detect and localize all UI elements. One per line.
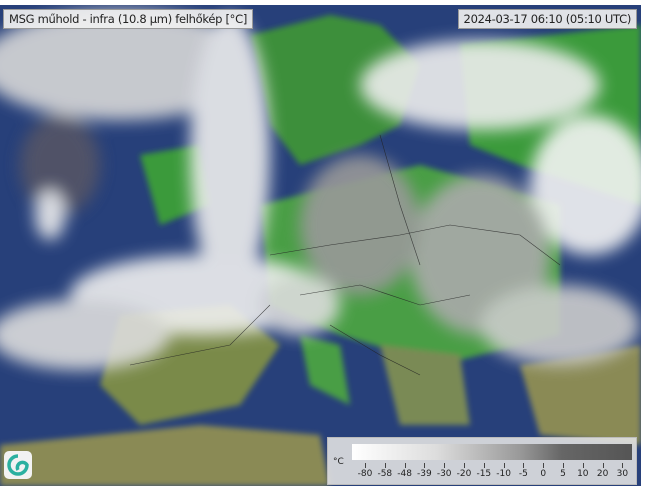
legend-tick <box>365 463 366 468</box>
legend-tick-label: -30 <box>436 469 452 479</box>
legend-tick <box>424 463 426 468</box>
legend-tick <box>563 463 564 468</box>
legend-tick <box>543 463 545 468</box>
legend-tick-label: -10 <box>496 469 511 479</box>
legend-tick <box>602 463 604 468</box>
legend-tick-label: 0 <box>540 469 547 479</box>
legend-tick <box>582 463 584 468</box>
legend-tick-label: -5 <box>518 469 528 479</box>
legend-tick-label: -80 <box>357 469 373 479</box>
legend-tick-label: -15 <box>476 469 492 479</box>
swirl-logo-icon <box>4 451 32 479</box>
timestamp: 2024-03-17 06:10 (05:10 UTC) <box>457 9 637 29</box>
satellite-map <box>0 5 641 486</box>
legend-tick-label: -39 <box>417 469 432 479</box>
map-title: MSG műhold - infra (10.8 µm) felhőkép [°… <box>3 9 254 29</box>
legend-tick <box>523 463 525 468</box>
legend-tick <box>444 463 446 468</box>
color-scale-bar <box>352 444 632 460</box>
legend-tick-label: -20 <box>456 469 472 479</box>
map-image <box>0 10 641 486</box>
legend-tick-label: -48 <box>397 469 412 479</box>
legend-tick <box>384 463 386 468</box>
legend-tick-label: 10 <box>577 469 589 479</box>
legend-unit: °C <box>333 457 344 467</box>
legend-tick-label: 20 <box>596 469 609 479</box>
legend-tick <box>483 463 485 468</box>
legend-tick <box>404 463 406 468</box>
temperature-legend: °C -80 -58 -48 -39 -30 -20 -15 -10 -5 0 5 10 20 30 <box>327 437 637 485</box>
legend-tick-label: 30 <box>616 469 629 479</box>
legend-tick <box>503 463 505 468</box>
legend-tick <box>622 463 624 468</box>
legend-tick <box>464 463 465 468</box>
legend-tick-label: 5 <box>560 469 566 479</box>
legend-tick-label: -58 <box>377 469 393 479</box>
